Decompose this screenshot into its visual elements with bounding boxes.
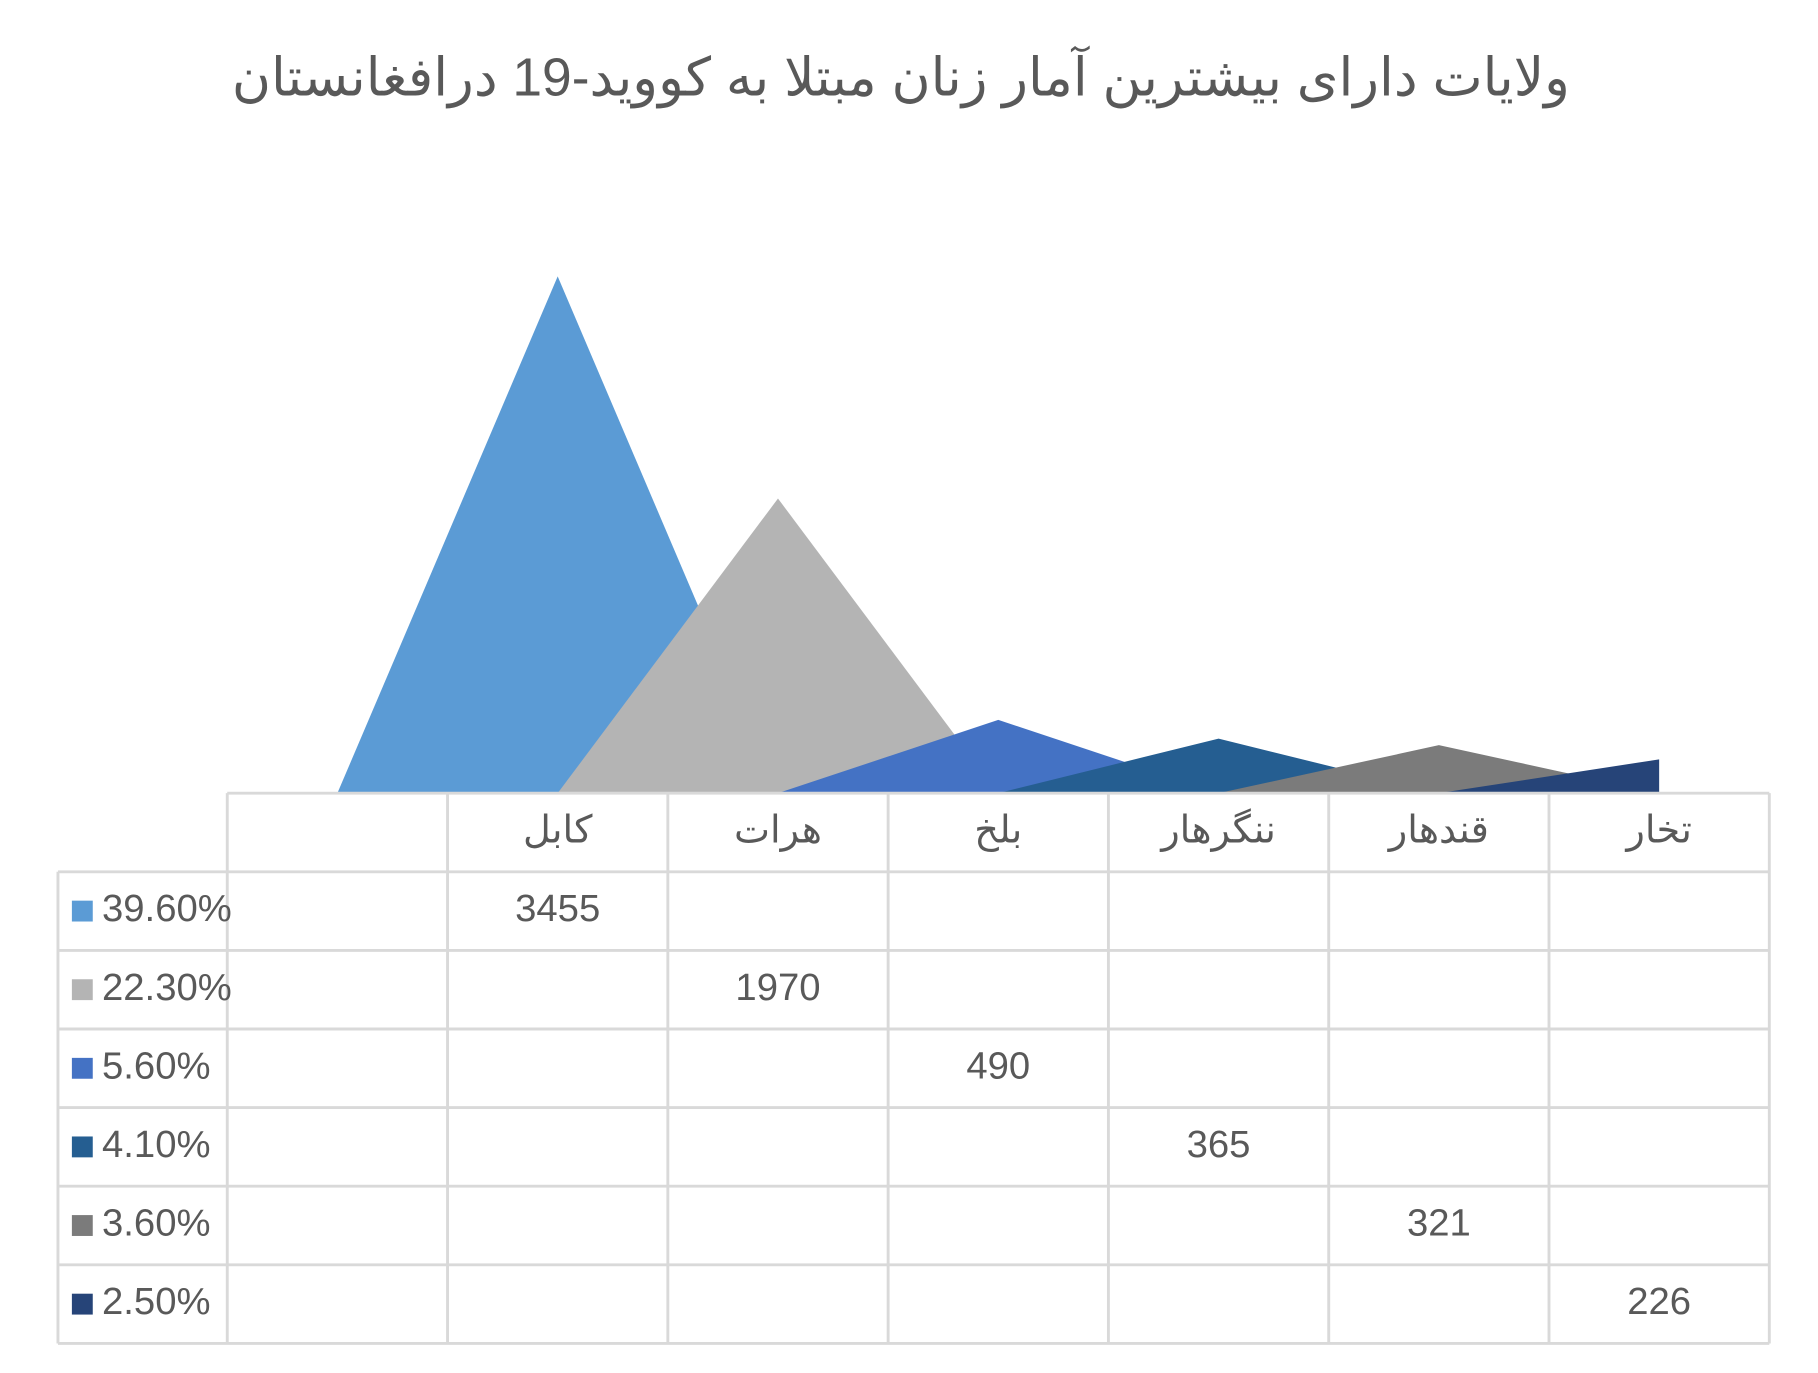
legend-swatch <box>71 1057 93 1079</box>
area <box>557 498 999 794</box>
legend-label: 3.60% <box>102 1202 210 1245</box>
legend-label: 39.60% <box>102 887 232 930</box>
category-label: تخار <box>1624 809 1691 852</box>
legend-swatch <box>71 1293 93 1315</box>
value-cell: 3455 <box>515 887 600 930</box>
value-cell: 1970 <box>735 966 820 1009</box>
value-cell: 226 <box>1627 1280 1691 1323</box>
category-label: قندهار <box>1387 809 1489 852</box>
legend-label: 4.10% <box>102 1123 210 1166</box>
legend-label: 2.50% <box>102 1280 210 1323</box>
category-label: ننگرهار <box>1159 808 1276 853</box>
plot-area <box>337 276 1660 794</box>
category-label: کابل <box>523 809 593 852</box>
data-table: کابل هرات بلخ ننگرهار قندهار تخار 39.60% 3455 22… <box>56 791 1771 1345</box>
legend-label: 22.30% <box>102 966 232 1009</box>
legend-swatch <box>71 979 93 1001</box>
legend-label: 5.60% <box>102 1044 210 1087</box>
value-cell: 490 <box>966 1044 1030 1087</box>
legend-swatch <box>71 900 93 922</box>
category-label: هرات <box>734 809 822 853</box>
chart-title: ولایات دارای بیشترین آمار زنان مبتلا به … <box>232 44 1570 108</box>
value-cell: 321 <box>1407 1202 1471 1245</box>
legend-swatch <box>71 1136 93 1158</box>
legend-swatch <box>71 1215 93 1236</box>
category-label: بلخ <box>974 809 1022 853</box>
value-cell: 365 <box>1187 1123 1251 1166</box>
